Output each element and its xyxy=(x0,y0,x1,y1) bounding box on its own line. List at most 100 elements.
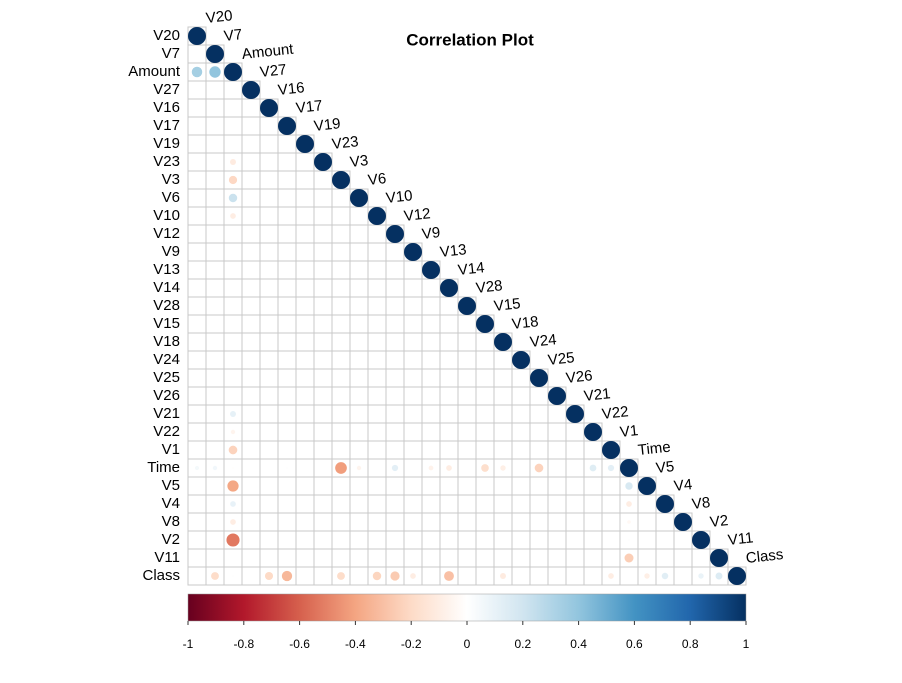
cell xyxy=(457,440,477,460)
cell xyxy=(313,296,333,316)
cell xyxy=(223,134,243,154)
cell xyxy=(277,152,297,172)
diagonal-label: V23 xyxy=(331,133,359,153)
cell xyxy=(439,494,459,514)
cell xyxy=(349,404,369,424)
corr-circle xyxy=(228,175,238,185)
cell xyxy=(295,530,315,550)
cell xyxy=(241,332,261,352)
cell xyxy=(259,422,279,442)
cell xyxy=(403,512,423,532)
cell xyxy=(493,422,513,442)
row-label: V17 xyxy=(153,117,180,134)
corr-circle xyxy=(227,480,239,492)
cell xyxy=(277,314,297,334)
cell xyxy=(313,350,333,370)
cell xyxy=(313,260,333,280)
cell xyxy=(205,314,225,334)
cell xyxy=(295,170,315,190)
cell xyxy=(277,404,297,424)
cell xyxy=(547,404,567,424)
corr-circle xyxy=(440,279,458,297)
cell xyxy=(511,548,531,568)
cell xyxy=(547,512,567,532)
colorbar-tick-label: -1 xyxy=(183,637,194,651)
cell xyxy=(241,350,261,370)
cell xyxy=(259,134,279,154)
cell xyxy=(529,476,549,496)
cell xyxy=(367,476,387,496)
corr-circle xyxy=(428,465,434,471)
cell xyxy=(187,476,207,496)
corr-circle xyxy=(230,159,236,165)
cell xyxy=(241,494,261,514)
cell xyxy=(331,278,351,298)
cell xyxy=(331,206,351,226)
cell xyxy=(259,530,279,550)
row-label: V22 xyxy=(153,423,180,440)
cell xyxy=(259,224,279,244)
cell xyxy=(313,242,333,262)
cell xyxy=(547,494,567,514)
cell xyxy=(367,440,387,460)
corr-circle xyxy=(335,462,347,474)
cell xyxy=(475,566,495,586)
corr-circle xyxy=(692,531,710,549)
cell xyxy=(547,440,567,460)
cell xyxy=(331,188,351,208)
diagonal-label: V10 xyxy=(385,187,413,207)
corr-circle xyxy=(212,465,218,471)
cell xyxy=(205,242,225,262)
cell xyxy=(259,296,279,316)
cell xyxy=(205,98,225,118)
cell xyxy=(475,422,495,442)
cell xyxy=(331,476,351,496)
cell xyxy=(241,530,261,550)
cell xyxy=(619,566,639,586)
cell xyxy=(673,530,693,550)
cell xyxy=(493,386,513,406)
corr-circle xyxy=(481,464,489,472)
cell xyxy=(601,512,621,532)
cell xyxy=(511,494,531,514)
cell xyxy=(493,350,513,370)
cell xyxy=(439,350,459,370)
row-label: V27 xyxy=(153,81,180,98)
corr-circle xyxy=(337,572,345,580)
cell xyxy=(295,440,315,460)
cell xyxy=(205,188,225,208)
cell xyxy=(385,494,405,514)
cell xyxy=(223,368,243,388)
cell xyxy=(223,278,243,298)
colorbar-tick-label: -0.6 xyxy=(289,637,310,651)
corr-circle xyxy=(228,193,238,203)
cell xyxy=(241,206,261,226)
cell xyxy=(205,224,225,244)
corr-circle xyxy=(356,465,362,471)
row-label: V9 xyxy=(162,243,180,260)
diagonal-label: V22 xyxy=(601,403,629,423)
cell xyxy=(403,278,423,298)
row-label: V23 xyxy=(153,153,180,170)
cell xyxy=(223,332,243,352)
cell xyxy=(385,332,405,352)
cell xyxy=(295,278,315,298)
diagonal-label: V9 xyxy=(421,224,441,243)
cell xyxy=(475,530,495,550)
cell xyxy=(421,548,441,568)
cell xyxy=(421,404,441,424)
corr-circle xyxy=(624,553,634,563)
cell xyxy=(385,296,405,316)
corr-circle xyxy=(584,423,602,441)
colorbar xyxy=(187,593,747,622)
cell xyxy=(295,422,315,442)
cell xyxy=(421,350,441,370)
cell xyxy=(403,332,423,352)
cell xyxy=(187,566,207,586)
cell xyxy=(241,188,261,208)
diagonal-label: V13 xyxy=(439,241,467,261)
cell xyxy=(457,566,477,586)
cell xyxy=(241,116,261,136)
cell xyxy=(187,188,207,208)
